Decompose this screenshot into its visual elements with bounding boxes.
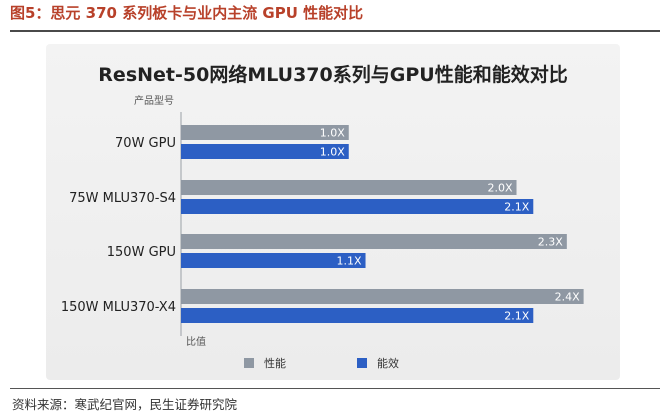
chart-title: ResNet-50网络MLU370系列与GPU性能和能效对比	[98, 64, 568, 86]
category-label: 150W GPU	[107, 245, 176, 260]
legend-label: 性能	[264, 356, 286, 370]
legend-swatch	[244, 358, 254, 368]
efficiency-bar	[181, 199, 534, 214]
performance-bar	[181, 234, 567, 249]
performance-bar	[181, 289, 584, 304]
source-note: 资料来源：寒武纪官网，民生证券研究院	[12, 397, 238, 412]
data-label: 2.1X	[504, 201, 529, 214]
data-label: 2.0X	[487, 182, 512, 195]
legend-swatch	[357, 358, 367, 368]
efficiency-bar	[181, 253, 366, 268]
efficiency-bar	[181, 144, 349, 159]
efficiency-bar	[181, 308, 534, 323]
category-label: 150W MLU370-X4	[61, 300, 176, 315]
bottom-divider	[10, 388, 660, 389]
data-label: 1.0X	[320, 127, 345, 140]
category-label: 70W GPU	[115, 136, 176, 151]
y-axis-label: 产品型号	[134, 94, 174, 107]
top-divider	[10, 30, 660, 32]
figure-title: 图5：思元 370 系列板卡与业内主流 GPU 性能对比	[10, 4, 364, 22]
category-label: 75W MLU370-S4	[69, 191, 176, 206]
x-axis-label: 比值	[186, 335, 206, 348]
performance-bar	[181, 125, 349, 140]
data-label: 2.4X	[555, 291, 580, 304]
data-label: 2.3X	[538, 236, 563, 249]
performance-bar	[181, 180, 517, 195]
data-label: 2.1X	[504, 310, 529, 323]
data-label: 1.1X	[336, 255, 361, 268]
data-label: 1.0X	[320, 146, 345, 159]
legend-label: 能效	[377, 356, 399, 370]
